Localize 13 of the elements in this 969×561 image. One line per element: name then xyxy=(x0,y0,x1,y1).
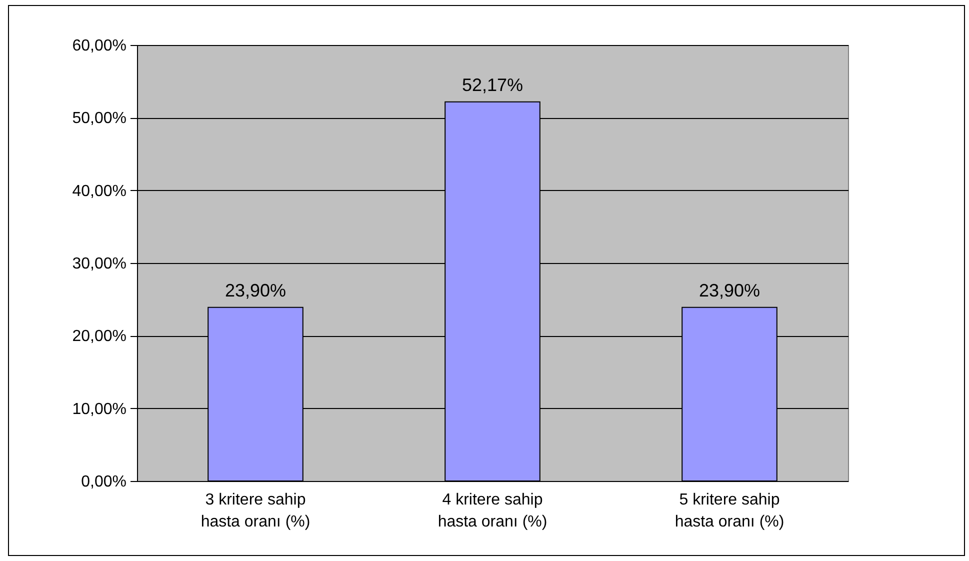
y-tick-label: 50,00% xyxy=(72,110,126,128)
y-tick-label: 60,00% xyxy=(72,38,126,54)
y-tick-label: 40,00% xyxy=(72,182,126,200)
x-tick-label: 5 kritere sahip hasta oranı (%) xyxy=(674,492,784,530)
x-tick-label: 3 kritere sahip hasta oranı (%) xyxy=(200,492,310,530)
y-tick-label: 0,00% xyxy=(81,474,126,490)
y-tick-label: 20,00% xyxy=(72,328,126,346)
data-label: 23,90% xyxy=(224,280,286,300)
x-tick-label: 4 kritere sahip hasta oranı (%) xyxy=(438,492,548,530)
y-tick-label: 30,00% xyxy=(72,256,126,272)
data-label: 52,17% xyxy=(462,74,524,95)
data-label: 23,90% xyxy=(698,280,760,300)
y-tick-label: 10,00% xyxy=(72,400,126,418)
